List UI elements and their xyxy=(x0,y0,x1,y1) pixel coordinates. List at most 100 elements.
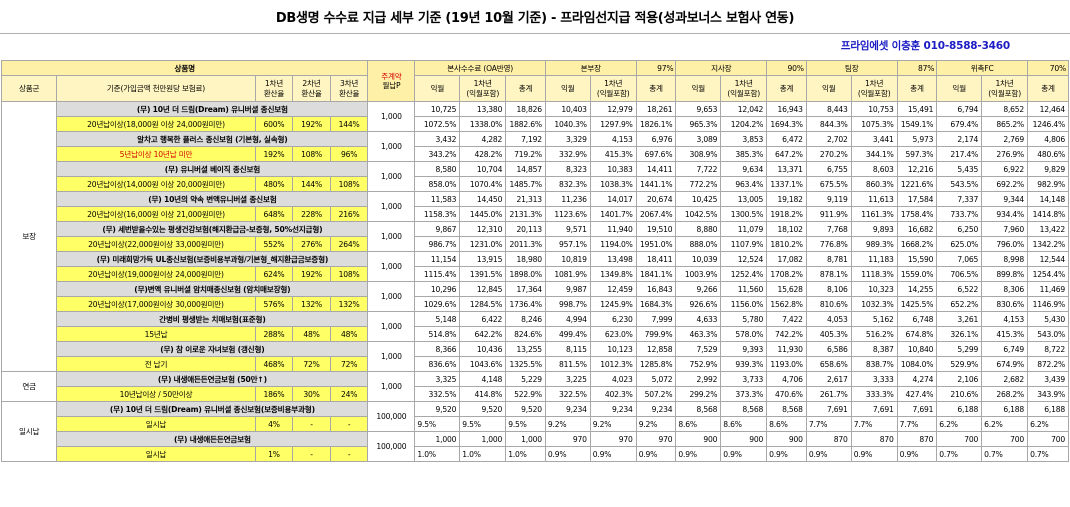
amount-cell: 9,520 xyxy=(505,401,546,417)
amount-cell: 9,234 xyxy=(544,401,591,417)
header-group-4-pct: 70% xyxy=(1027,60,1069,76)
amount-cell: 2,702 xyxy=(805,131,852,147)
percent-cell: 1559.0% xyxy=(896,266,938,282)
percent-cell: 217.4% xyxy=(936,146,983,162)
amount-cell: 11,583 xyxy=(414,191,461,207)
rate-cell: 48% xyxy=(292,326,331,342)
amount-cell: 7,337 xyxy=(936,191,983,207)
subheader-2-1: 1차년 (익월포함) xyxy=(720,75,768,102)
amount-cell: 1,000 xyxy=(505,431,546,447)
amount-cell: 12,845 xyxy=(459,281,507,297)
rate-cell: 552% xyxy=(254,236,294,252)
percent-cell: 1401.7% xyxy=(589,206,637,222)
amount-cell: 16,943 xyxy=(766,101,807,117)
table-row: 20년납이상(19,000원이상 24,000원미만) 624% 192% 108% 1… xyxy=(2,266,1069,282)
amount-cell: 18,261 xyxy=(635,101,677,117)
percent-cell: 0.9% xyxy=(675,446,722,462)
percent-cell: 1736.4% xyxy=(505,296,546,312)
percent-cell: 1325.5% xyxy=(505,356,546,372)
amount-cell: 7,999 xyxy=(635,311,677,327)
header-group-3: 팀장 xyxy=(805,60,898,76)
amount-cell: 9,987 xyxy=(544,281,591,297)
percent-cell: 9.5% xyxy=(414,416,461,432)
amount-cell: 8,722 xyxy=(1027,341,1069,357)
amount-cell: 6,230 xyxy=(589,311,637,327)
amount-cell: 3,441 xyxy=(850,131,898,147)
amount-cell: 970 xyxy=(635,431,677,447)
percent-cell: 9.5% xyxy=(459,416,507,432)
condition-cell: 10년납이상 / 50만이상 xyxy=(56,386,256,402)
amount-cell: 13,255 xyxy=(505,341,546,357)
percent-cell: 1485.7% xyxy=(505,176,546,192)
condition-cell: 20년납이상(16,000원 이상 21,000원미만) xyxy=(56,206,256,222)
amount-cell: 15,590 xyxy=(896,251,938,267)
percent-cell: 1758.4% xyxy=(896,206,938,222)
percent-cell: 0.9% xyxy=(635,446,677,462)
percent-cell: 986.7% xyxy=(414,236,461,252)
amount-cell: 10,704 xyxy=(459,161,507,177)
percent-cell: 1231.0% xyxy=(459,236,507,252)
product-name: (무)변액 유니버셜 암치매종신보험 (암치매보장형) xyxy=(56,281,369,297)
percent-cell: 543.0% xyxy=(1027,326,1069,342)
percent-cell: 2067.4% xyxy=(635,206,677,222)
percent-cell: 1391.5% xyxy=(459,266,507,282)
amount-cell: 14,450 xyxy=(459,191,507,207)
rate-cell: - xyxy=(329,416,369,432)
condition-cell: 20년납이상(19,000원이상 24,000원미만) xyxy=(56,266,256,282)
percent-cell: 470.6% xyxy=(766,386,807,402)
amount-cell: 12,459 xyxy=(589,281,637,297)
percent-cell: 965.3% xyxy=(675,116,722,132)
product-name: (무) 10년 더 드림(Dream) 유니버셜 종신보험 xyxy=(56,101,369,117)
amount-cell: 7,768 xyxy=(805,221,852,237)
table-row: 보장 (무) 10년 더 드림(Dream) 유니버셜 종신보험 1,000 10,7… xyxy=(0,101,1069,372)
percent-cell: 1245.9% xyxy=(589,296,637,312)
amount-cell: 2,769 xyxy=(981,131,1029,147)
subheader-4-2: 총계 xyxy=(1027,75,1069,102)
table-row: 전 납기 468% 72% 72% 836.6% 1043.6% 1325.5% 811.5%… xyxy=(2,356,1069,372)
product-name: (무) 유니버셜 베이직 종신보험 xyxy=(56,161,369,177)
percent-cell: 888.0% xyxy=(675,236,722,252)
percent-cell: 1337.1% xyxy=(766,176,807,192)
percent-cell: 1445.0% xyxy=(459,206,507,222)
percent-cell: 326.1% xyxy=(936,326,983,342)
percent-cell: 333.3% xyxy=(850,386,898,402)
percent-cell: 276.9% xyxy=(981,146,1029,162)
category-cell: 보장 xyxy=(0,101,58,372)
percent-cell: 8.6% xyxy=(720,416,768,432)
amount-cell: 16,682 xyxy=(896,221,938,237)
percent-cell: 1107.9% xyxy=(720,236,768,252)
table-row: 20년납이상(17,000원이상 30,000원미만) 576% 132% 132% 1… xyxy=(2,296,1069,312)
amount-cell: 3,733 xyxy=(720,371,768,387)
percent-cell: 1708.2% xyxy=(766,266,807,282)
header-premium: 주계약 월납P xyxy=(367,60,416,102)
premium-cell: 100,000 xyxy=(367,431,416,462)
percent-cell: 1.0% xyxy=(505,446,546,462)
amount-cell: 14,255 xyxy=(896,281,938,297)
amount-cell: 11,079 xyxy=(720,221,768,237)
percent-cell: 1012.3% xyxy=(589,356,637,372)
percent-cell: 1072.5% xyxy=(414,116,461,132)
rate-cell: 132% xyxy=(329,296,369,312)
percent-cell: 9.5% xyxy=(505,416,546,432)
amount-cell: 11,469 xyxy=(1027,281,1069,297)
amount-cell: 5,148 xyxy=(414,311,461,327)
header-premium-a: 주계약 xyxy=(381,72,402,81)
commission-table: 상품명 주계약 월납P 본사수수료 (OA반영) 본부장 97% 지사장 90%… xyxy=(0,60,1069,462)
subheader-2-0: 익월 xyxy=(675,75,722,102)
percent-cell: 0.9% xyxy=(805,446,852,462)
percent-cell: 270.2% xyxy=(805,146,852,162)
amount-cell: 3,261 xyxy=(936,311,983,327)
percent-cell: 428.2% xyxy=(459,146,507,162)
percent-cell: 1898.0% xyxy=(505,266,546,282)
amount-cell: 8,387 xyxy=(850,341,898,357)
percent-cell: 1156.0% xyxy=(720,296,768,312)
percent-cell: 7.7% xyxy=(850,416,898,432)
header-premium-b: 월납P xyxy=(382,81,401,90)
amount-cell: 3,439 xyxy=(1027,371,1069,387)
percent-cell: 373.3% xyxy=(720,386,768,402)
subheader-3-0: 익월 xyxy=(805,75,852,102)
subheader-4-0: 익월 xyxy=(936,75,983,102)
amount-cell: 12,042 xyxy=(720,101,768,117)
amount-cell: 9,893 xyxy=(850,221,898,237)
amount-cell: 2,682 xyxy=(981,371,1029,387)
